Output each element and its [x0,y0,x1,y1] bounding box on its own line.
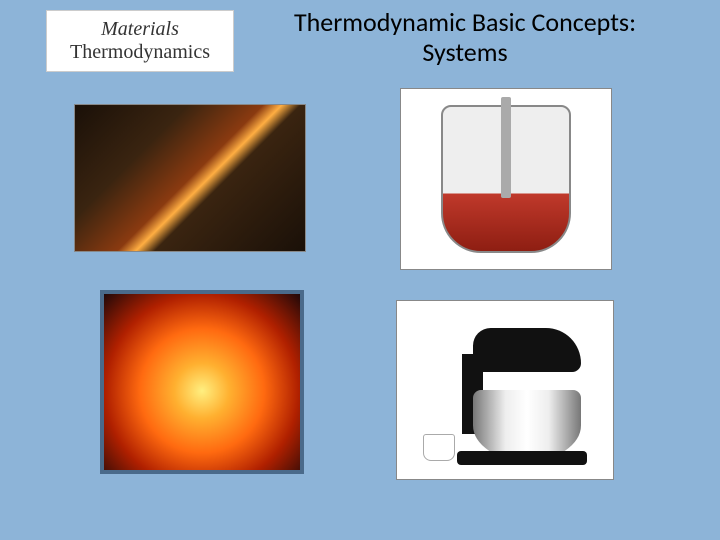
title-line2: Systems [250,38,680,68]
image-stand-mixer [396,300,614,480]
logo-line2: Thermodynamics [70,41,210,64]
calorimeter-stirrer [501,97,511,198]
mixer-head [473,328,581,373]
mixer-body [397,301,613,479]
slide-title: Thermodynamic Basic Concepts: Systems [250,8,680,68]
calorimeter-vessel [441,105,571,253]
logo-line1: Materials [101,18,179,41]
title-line1: Thermodynamic Basic Concepts: [250,8,680,38]
mixer-base [457,451,587,465]
image-molten-crucible [100,290,304,474]
image-furnace [74,104,306,252]
ingredient-cup [423,434,455,461]
image-calorimeter [400,88,612,270]
logo-box: Materials Thermodynamics [46,10,234,72]
